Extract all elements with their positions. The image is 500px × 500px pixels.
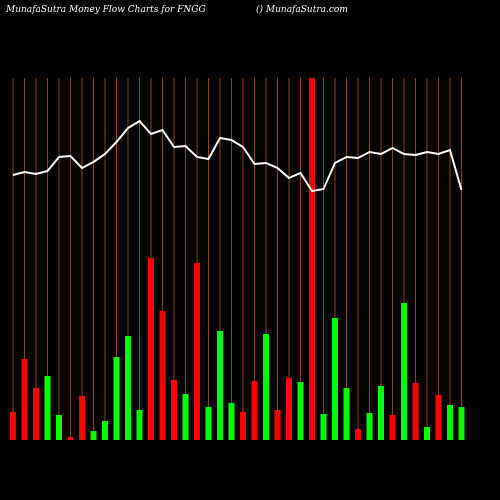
- bar: [159, 311, 166, 440]
- bar: [67, 437, 74, 440]
- bar: [182, 394, 189, 440]
- chart-subtitle: () MunafaSutra.com: [256, 4, 348, 15]
- bar: [424, 427, 430, 440]
- bar: [125, 336, 131, 440]
- bar: [458, 407, 465, 440]
- bar: [10, 412, 16, 440]
- bar: [401, 303, 407, 440]
- bar: [79, 396, 85, 440]
- bar: [251, 381, 258, 440]
- bar: [240, 412, 246, 440]
- bar: [343, 388, 350, 440]
- bar: [44, 376, 51, 440]
- chart-title: MunafaSutra Money Flow Charts for FNGG: [5, 5, 206, 15]
- bar: [217, 331, 223, 440]
- bar: [228, 403, 235, 440]
- bar: [148, 258, 154, 440]
- bar: [320, 414, 327, 440]
- bar: [205, 407, 212, 440]
- bar: [389, 415, 396, 440]
- bar: [355, 429, 361, 440]
- bar: [90, 431, 97, 440]
- bar: [435, 395, 442, 440]
- bar: [33, 388, 39, 440]
- bar: [412, 383, 419, 440]
- bar: [113, 357, 120, 440]
- bar: [194, 263, 200, 440]
- bar: [447, 405, 453, 440]
- money-flow-line: [12, 119, 463, 193]
- bar: [332, 318, 338, 440]
- bar: [378, 386, 384, 440]
- bar: [56, 415, 62, 440]
- bar: [21, 359, 28, 440]
- bar: [309, 78, 315, 440]
- bar: [136, 410, 143, 440]
- bar: [286, 378, 292, 440]
- bar: [297, 382, 304, 440]
- bar: [274, 410, 281, 440]
- bar: [366, 413, 373, 440]
- bar: [171, 380, 177, 440]
- bar: [102, 421, 108, 440]
- bar: [263, 334, 269, 440]
